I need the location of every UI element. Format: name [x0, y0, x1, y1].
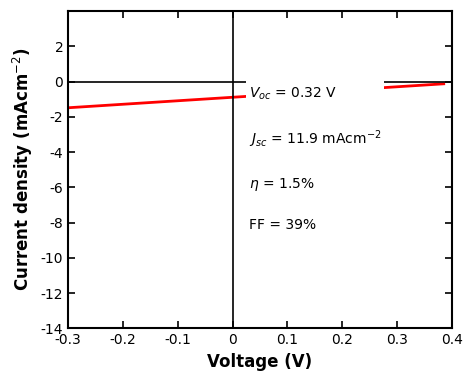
Y-axis label: Current density (mAcm$^{-2}$): Current density (mAcm$^{-2}$) [11, 48, 35, 291]
Text: $V_{oc}$ = 0.32 V

$J_{sc}$ = 11.9 mAcm$^{-2}$

$\eta$ = 1.5%

FF = 39%: $V_{oc}$ = 0.32 V $J_{sc}$ = 11.9 mAcm$^… [249, 85, 382, 232]
X-axis label: Voltage (V): Voltage (V) [208, 353, 312, 371]
